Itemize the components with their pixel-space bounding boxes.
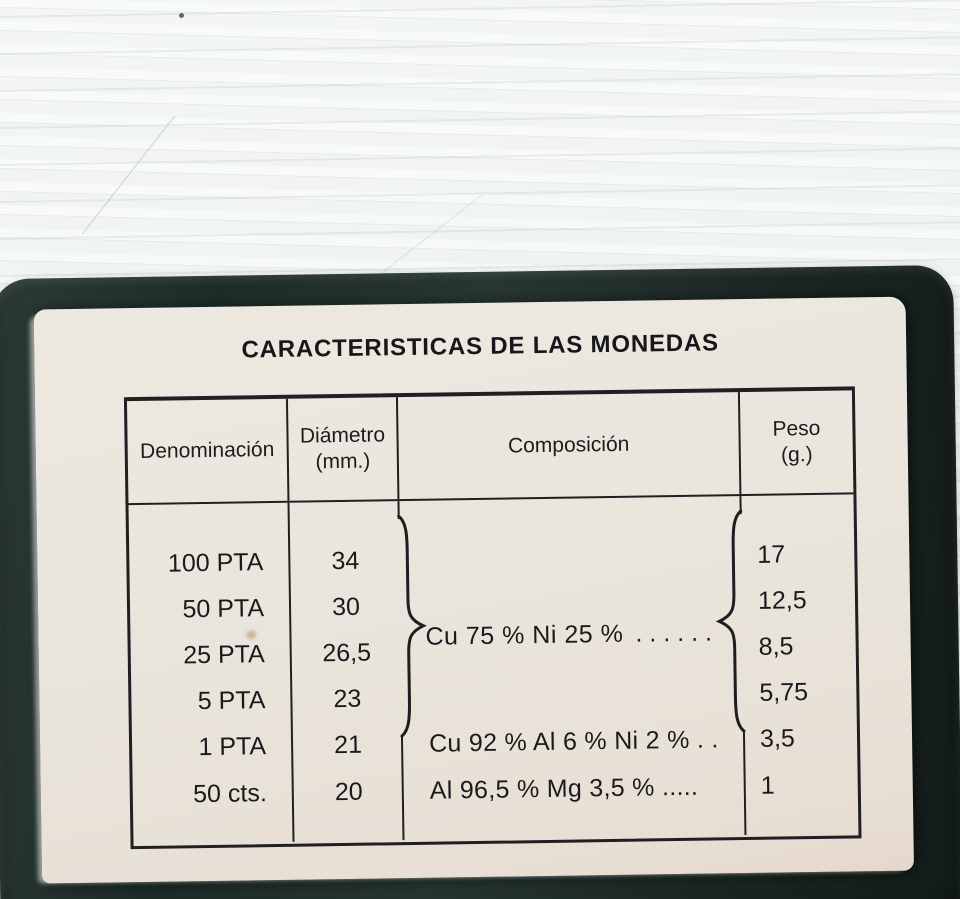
group-brace-left-icon: [397, 514, 427, 738]
group-brace-right-icon: [715, 510, 746, 733]
header-label: Composición: [507, 432, 630, 458]
cell-peso: 3,5: [759, 724, 796, 754]
table-rows: 100 PTA 34 17 50 PTA 30 12,5 25 PT: [129, 494, 859, 844]
shared-composition: Cu 75 % Ni 25 %......: [425, 618, 719, 651]
header-denominacion: Denominación: [126, 398, 290, 504]
cell-peso: 1: [760, 771, 775, 800]
cell-diametro: 30: [331, 592, 361, 621]
cell-composicion: Cu 92 % Al 6 % Ni 2 % . .: [428, 725, 719, 759]
cell-denominacion: 5 PTA: [197, 686, 266, 716]
header-label: Denominación: [139, 437, 275, 463]
cell-peso: 12,5: [757, 585, 807, 615]
header-label: (mm.): [315, 449, 371, 474]
table-body: 100 PTA 34 17 50 PTA 30 12,5 25 PT: [129, 494, 859, 844]
card-title: CARACTERISTICAS DE LAS MONEDAS: [241, 329, 720, 364]
cell-diametro: 20: [334, 777, 363, 806]
cell-denominacion: 50 PTA: [182, 593, 265, 624]
cell-peso: 5,75: [759, 678, 809, 707]
cell-diametro: 26,5: [322, 638, 372, 668]
cell-diametro: 21: [333, 731, 363, 760]
cell-denominacion: 25 PTA: [183, 640, 265, 670]
cell-composicion: [402, 694, 744, 699]
cell-peso: 17: [757, 540, 786, 569]
header-label: (g.): [780, 443, 813, 467]
header-peso: Peso (g.): [740, 390, 854, 494]
coin-card-frame: CARACTERISTICAS DE LAS MONEDAS Denominac…: [0, 264, 960, 899]
background-speck: [179, 13, 184, 18]
cell-denominacion: 50 cts.: [192, 778, 267, 808]
table-header-row: Denominación Diámetro (mm.) Composición …: [126, 390, 854, 506]
cell-peso: 8,5: [758, 632, 794, 661]
shared-composition-dots: ......: [635, 618, 720, 648]
cell-denominacion: 100 PTA: [167, 547, 264, 578]
coin-card: CARACTERISTICAS DE LAS MONEDAS Denominac…: [33, 296, 915, 884]
header-label: Diámetro: [299, 423, 386, 448]
cell-denominacion: 1 PTA: [198, 732, 267, 762]
header-diametro: Diámetro (mm.): [287, 397, 400, 501]
cell-composicion: [401, 601, 743, 606]
header-composicion: Composición: [397, 392, 742, 500]
cell-diametro: 34: [331, 546, 360, 575]
characteristics-table: Denominación Diámetro (mm.) Composición …: [123, 386, 862, 850]
cell-diametro: 23: [333, 684, 362, 714]
shared-composition-text: Cu 75 % Ni 25 %: [425, 619, 624, 651]
table-row: 50 cts. 20 Al 96,5 % Mg 3,5 % ..... 1: [132, 761, 858, 818]
cell-composicion: [400, 555, 742, 560]
cell-composicion: Al 96,5 % Mg 3,5 % .....: [429, 772, 699, 805]
header-label: Peso: [772, 416, 821, 441]
